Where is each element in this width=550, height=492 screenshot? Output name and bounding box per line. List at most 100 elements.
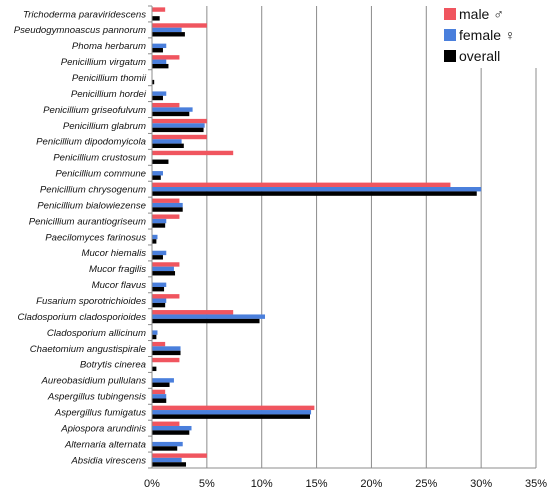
bar-overall [152, 32, 185, 37]
category-label: Penicillium bialowiezense [37, 200, 146, 211]
bar-female [152, 187, 482, 192]
category-label: Penicillium griseofulvum [43, 105, 146, 116]
bar-female [152, 91, 167, 96]
bar-overall [152, 286, 165, 292]
bar-overall [152, 207, 183, 212]
bar-female [152, 171, 163, 176]
legend-label: overall [459, 48, 500, 64]
bar-male [152, 150, 234, 156]
bar-male [152, 23, 207, 28]
category-label: Phoma herbarum [72, 41, 146, 52]
category-label: Penicillium crustosum [53, 153, 146, 164]
bar-overall [152, 127, 204, 133]
category-label: Mucor fragilis [89, 264, 146, 275]
bar-overall [152, 159, 169, 164]
bar-female [152, 202, 183, 208]
x-tick-label: 10% [251, 478, 273, 490]
bar-male [152, 405, 315, 411]
bar-female [152, 59, 167, 64]
legend-label: female ♀ [459, 27, 515, 43]
x-tick-label: 25% [415, 478, 437, 490]
category-label: Trichoderma paraviridescens [23, 9, 146, 20]
bar-overall [152, 255, 163, 260]
bar-male [152, 453, 207, 458]
category-label: Paecilomyces farinosus [45, 232, 146, 243]
bar-overall [152, 63, 169, 69]
bar-female [152, 139, 182, 144]
bar-overall [152, 223, 166, 228]
legend-swatch [444, 50, 456, 62]
bar-female [152, 107, 193, 112]
bar-overall [152, 175, 161, 180]
bar-male [152, 310, 234, 315]
category-label: Aureobasidium pullulans [40, 376, 146, 387]
bar-female [152, 378, 174, 383]
bar-male [152, 182, 451, 188]
bar-male [152, 214, 180, 219]
bar-overall [152, 350, 181, 356]
category-label: Absidia virescens [70, 455, 146, 466]
bar-male [152, 262, 180, 267]
category-label: Alternaria alternata [64, 439, 146, 450]
bar-male [152, 102, 180, 108]
bar-overall [152, 318, 260, 324]
category-label: Mucor hiemalis [81, 248, 146, 259]
legend-swatch [444, 29, 456, 41]
bar-overall [152, 143, 184, 149]
bar-female [152, 27, 182, 33]
x-tick-label: 35% [525, 478, 547, 490]
category-label: Penicillium hordei [71, 89, 147, 100]
bar-female [152, 457, 182, 463]
bar-female [152, 218, 167, 224]
bar-male [152, 421, 180, 426]
bar-overall [152, 446, 178, 451]
bar-male [152, 294, 180, 299]
bar-female [152, 298, 167, 303]
legend: male ♂ female ♀ overall [438, 2, 538, 68]
bar-female [152, 314, 266, 319]
category-label: Fusarium sporotrichioides [36, 296, 146, 307]
gridlines [206, 6, 537, 468]
x-tick-label: 15% [306, 478, 328, 490]
bar-overall [152, 111, 190, 117]
category-label: Penicillium aurantiogriseum [29, 216, 146, 227]
bar-overall [152, 366, 157, 372]
bar-overall [152, 430, 190, 435]
bar-male [152, 341, 166, 347]
category-label: Penicillium dipodomyicola [36, 137, 146, 148]
category-label: Chaetomium angustispirale [30, 344, 146, 355]
category-label: Mucor flavus [92, 280, 147, 291]
category-label: Penicillium commune [55, 169, 146, 180]
bar-female [152, 266, 174, 272]
category-label: Penicillium glabrum [63, 121, 146, 132]
x-tick-label: 30% [470, 478, 492, 490]
x-tick-label: 5% [199, 478, 215, 490]
category-label: Cladosporium allicinum [47, 328, 146, 339]
bar-male [152, 134, 207, 140]
bar-female [152, 394, 167, 399]
category-label: Penicillium thomii [72, 73, 147, 84]
bar-overall [152, 398, 167, 403]
category-label: Aspergillus tubingensis [47, 392, 146, 403]
bar-female [152, 250, 167, 256]
x-tick-label: 0% [144, 478, 160, 490]
bar-female [152, 234, 158, 240]
axes [148, 5, 536, 469]
category-label: Pseudogymnoascus pannorum [14, 25, 146, 36]
bar-male [152, 357, 180, 363]
bar-overall [152, 239, 157, 244]
bar-male [152, 198, 180, 203]
category-label: Apiospora arundinis [60, 423, 146, 434]
category-label: Cladosporium cladosporioides [17, 312, 146, 323]
bar-female [152, 441, 183, 447]
bar-female [152, 346, 181, 351]
category-label: Penicillium virgatum [61, 57, 146, 68]
bars [152, 7, 482, 467]
bar-overall [152, 79, 155, 85]
bar-female [152, 282, 167, 287]
category-label: Penicillium chrysogenum [40, 185, 146, 196]
bar-male [152, 7, 166, 12]
bar-female [152, 425, 192, 431]
bar-female [152, 123, 205, 128]
